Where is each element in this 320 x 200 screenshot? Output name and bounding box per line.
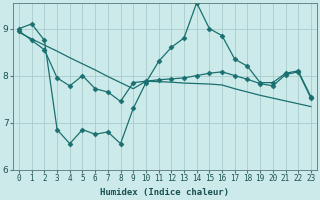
X-axis label: Humidex (Indice chaleur): Humidex (Indice chaleur) [100, 188, 229, 197]
